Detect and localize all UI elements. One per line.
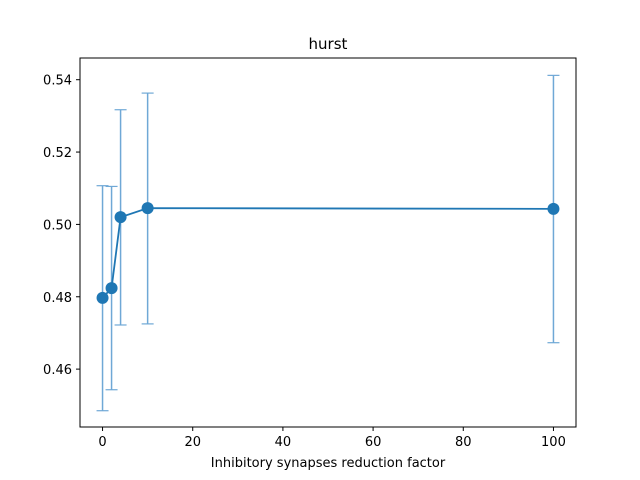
x-tick-label: 100 [541, 435, 566, 450]
data-point [141, 202, 154, 215]
x-axis-label: Inhibitory synapses reduction factor [211, 456, 446, 471]
axes: 0 20 40 60 80 100 0.46 0.48 0.50 0.52 0.54 [43, 57, 577, 450]
x-tick-label: 20 [184, 435, 201, 450]
data-point [96, 291, 109, 304]
chart-title: hurst [309, 35, 348, 53]
y-tick-label: 0.46 [43, 363, 72, 378]
data-point [114, 211, 127, 224]
x-tick-label: 80 [455, 435, 472, 450]
data-point [547, 202, 560, 215]
y-tick-label: 0.50 [43, 218, 72, 233]
data-point [105, 282, 118, 295]
y-tick-label: 0.48 [43, 291, 72, 306]
plot-area [96, 74, 560, 412]
y-tick-label: 0.54 [43, 74, 72, 89]
axes-frame [79, 57, 577, 428]
x-tick-label: 0 [98, 435, 106, 450]
x-tick-label: 60 [365, 435, 382, 450]
x-tick-label: 40 [275, 435, 292, 450]
y-tick-label: 0.52 [43, 146, 72, 161]
